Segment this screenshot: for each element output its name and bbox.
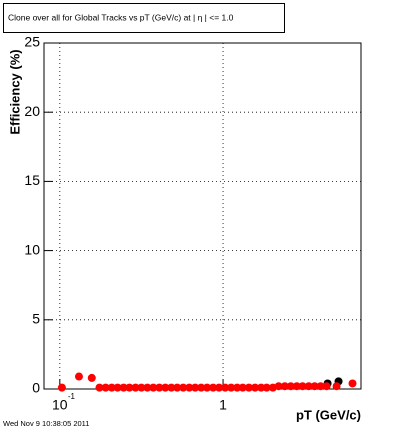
data-point bbox=[286, 382, 295, 391]
y-tick-label: 10 bbox=[24, 241, 40, 257]
y-tick-label: 25 bbox=[24, 34, 40, 50]
data-point bbox=[348, 379, 357, 388]
data-point bbox=[95, 383, 104, 392]
data-point bbox=[215, 383, 224, 392]
data-point bbox=[251, 383, 260, 392]
data-point bbox=[322, 382, 331, 391]
data-point bbox=[155, 383, 164, 392]
data-point bbox=[125, 383, 134, 392]
data-point bbox=[221, 383, 230, 392]
y-tick-label: 20 bbox=[24, 103, 40, 119]
data-point bbox=[87, 373, 96, 382]
x-tick-exponent: -1 bbox=[68, 392, 76, 401]
x-tick-label: 10 bbox=[52, 397, 68, 413]
data-point bbox=[209, 383, 218, 392]
data-point bbox=[304, 382, 313, 391]
data-point bbox=[179, 383, 188, 392]
x-axis-label: pT (GeV/c) bbox=[296, 407, 361, 422]
data-point bbox=[107, 383, 116, 392]
data-point bbox=[119, 383, 128, 392]
footer-timestamp: Wed Nov 9 10:38:05 2011 bbox=[3, 419, 89, 428]
data-point bbox=[161, 383, 170, 392]
data-point bbox=[227, 383, 236, 392]
data-point bbox=[173, 383, 182, 392]
data-point bbox=[298, 382, 307, 391]
data-point bbox=[262, 383, 271, 392]
data-point bbox=[310, 382, 319, 391]
data-point bbox=[316, 382, 325, 391]
data-point bbox=[143, 383, 152, 392]
y-axis-label: Efficiency (%) bbox=[7, 49, 22, 134]
data-point bbox=[197, 383, 206, 392]
data-point bbox=[332, 382, 341, 391]
data-point bbox=[57, 383, 66, 392]
title-box bbox=[3, 3, 285, 33]
data-point bbox=[292, 382, 301, 391]
x-tick-label: 1 bbox=[219, 397, 227, 413]
data-point bbox=[274, 382, 283, 391]
data-point bbox=[233, 383, 242, 392]
data-point bbox=[149, 383, 158, 392]
y-tick-label: 5 bbox=[32, 311, 40, 327]
plot-frame bbox=[43, 42, 362, 390]
data-point bbox=[137, 383, 146, 392]
data-point bbox=[257, 383, 266, 392]
data-point bbox=[131, 383, 140, 392]
chart-title: Clone over all for Global Tracks vs pT (… bbox=[8, 12, 234, 22]
data-point bbox=[185, 383, 194, 392]
data-point bbox=[167, 383, 176, 392]
data-point bbox=[101, 383, 110, 392]
data-point bbox=[74, 372, 83, 381]
data-point bbox=[280, 382, 289, 391]
y-tick-label: 0 bbox=[32, 380, 40, 396]
data-point bbox=[203, 383, 212, 392]
data-point bbox=[113, 383, 122, 392]
series bbox=[57, 372, 357, 392]
y-tick-label: 15 bbox=[24, 172, 40, 188]
data-point bbox=[238, 383, 247, 392]
data-point bbox=[191, 383, 200, 392]
data-point bbox=[244, 383, 253, 392]
